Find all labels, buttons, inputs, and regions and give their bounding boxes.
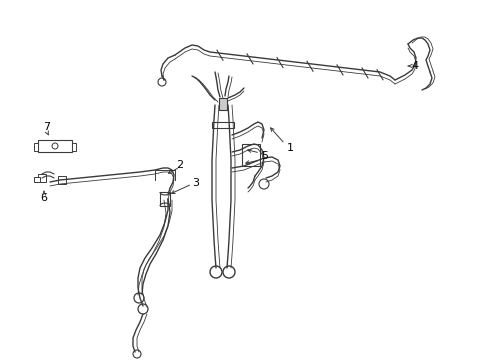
Circle shape [158, 78, 165, 86]
Circle shape [259, 179, 268, 189]
Bar [242, 144, 260, 166]
Circle shape [134, 293, 143, 303]
Bar [212, 122, 234, 128]
Bar [219, 98, 226, 110]
Text: 7: 7 [43, 122, 50, 132]
Circle shape [133, 350, 141, 358]
Text: 3: 3 [192, 178, 199, 188]
Circle shape [138, 304, 148, 314]
Bar [160, 192, 170, 206]
Text: 6: 6 [41, 193, 47, 203]
Bar [34, 177, 40, 182]
Bar [38, 140, 72, 152]
Text: 1: 1 [286, 143, 293, 153]
Bar [34, 143, 38, 151]
Text: 5: 5 [261, 151, 268, 161]
Bar [58, 176, 66, 184]
Text: 4: 4 [410, 61, 418, 71]
Circle shape [223, 266, 235, 278]
Bar [72, 143, 76, 151]
Bar [38, 174, 46, 182]
Circle shape [209, 266, 222, 278]
Circle shape [52, 143, 58, 149]
Text: 2: 2 [176, 160, 183, 170]
